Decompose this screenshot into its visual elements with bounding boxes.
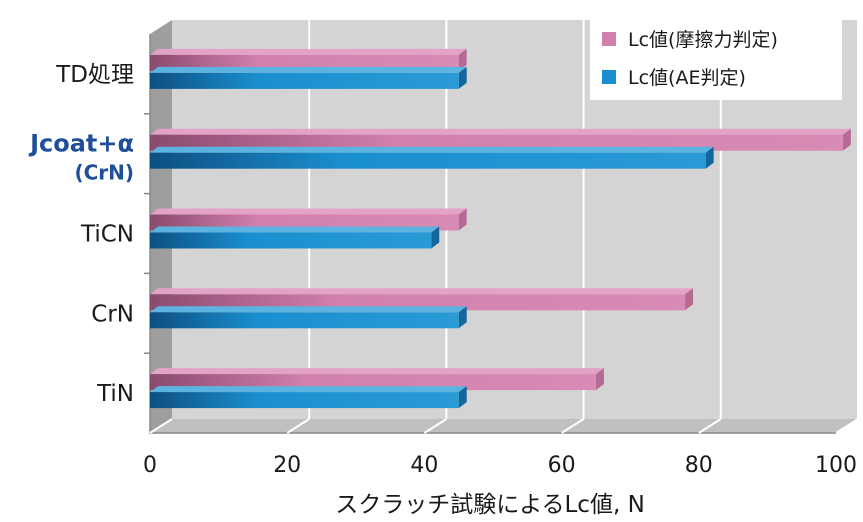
grid-floor-line <box>149 418 173 434</box>
x-tick-label: 20 <box>273 453 301 478</box>
bar-ae <box>150 66 467 89</box>
bar-end-face <box>458 66 467 89</box>
bar-top-face <box>150 208 467 215</box>
bar-top-face <box>150 66 467 73</box>
grid-floor-line <box>698 418 722 434</box>
x-tick-label: 0 <box>143 453 157 478</box>
bar-front-face <box>150 232 432 249</box>
category-label: TiCN <box>80 222 134 248</box>
x-tick-labels: 0 20 40 60 80 100 <box>143 453 857 478</box>
bar-end-face <box>458 306 467 329</box>
floor <box>150 419 858 433</box>
x-tick-label: 60 <box>548 453 576 478</box>
bar-end-face <box>458 208 467 231</box>
category-label-highlight: Jcoat+α <box>28 130 134 158</box>
category-labels: TD処理 Jcoat+α (CrN) TiCN CrN TiN <box>28 62 134 407</box>
bar-ae <box>150 306 467 329</box>
x-tick-label: 80 <box>685 453 713 478</box>
bar-top-face <box>150 226 440 233</box>
bar-ae <box>150 226 440 249</box>
bar-front-face <box>150 392 459 409</box>
bar-ae <box>150 146 714 169</box>
bar-end-face <box>595 368 604 391</box>
category-label: TD処理 <box>55 62 134 88</box>
bar-end-face <box>842 128 851 151</box>
bar-top-face <box>150 288 694 295</box>
bar-ae <box>150 386 467 409</box>
legend: Lc値(摩擦力判定) Lc値(AE判定) <box>590 14 842 100</box>
x-axis-label: スクラッチ試験によるLc値, N <box>335 492 645 518</box>
bar-end-face <box>458 48 467 71</box>
bar-front-face <box>150 72 459 89</box>
bar-end-face <box>705 146 714 169</box>
category-label-highlight-sub: (CrN) <box>74 161 134 185</box>
legend-swatch-friction <box>602 32 616 46</box>
grid-floor-line <box>561 418 585 434</box>
category-label: TiN <box>96 381 134 407</box>
x-tick-label: 100 <box>815 453 857 478</box>
bar-front-face <box>150 152 706 169</box>
bar-top-face <box>150 48 467 55</box>
grid-floor-line <box>423 418 447 434</box>
bar-top-face <box>150 306 467 313</box>
grid-floor-line <box>286 418 310 434</box>
category-label: CrN <box>91 301 134 327</box>
bars-group <box>150 48 851 409</box>
grid-floor-line <box>835 418 859 434</box>
bar-end-face <box>685 288 694 311</box>
bar-front-face <box>150 312 459 329</box>
legend-label-ae: Lc値(AE判定) <box>628 67 746 89</box>
legend-label-friction: Lc値(摩擦力判定) <box>628 29 778 51</box>
bar-top-face <box>150 146 714 153</box>
bar-top-face <box>150 128 851 135</box>
bar-top-face <box>150 386 467 393</box>
x-tick-label: 40 <box>410 453 438 478</box>
legend-swatch-ae <box>602 70 616 84</box>
bar-end-face <box>458 386 467 409</box>
bar-top-face <box>150 368 604 375</box>
legend-box <box>590 14 842 100</box>
bar-end-face <box>431 226 440 249</box>
